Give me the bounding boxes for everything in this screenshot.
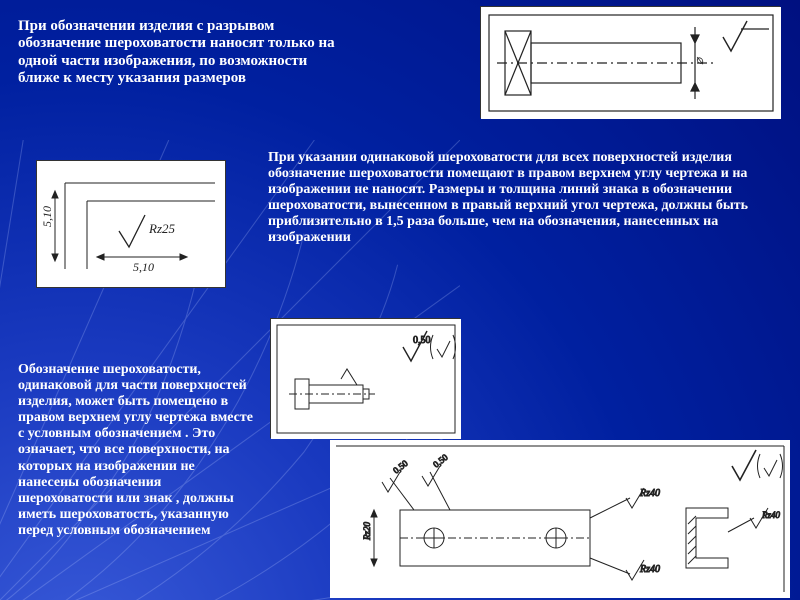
- paragraph-uniform-roughness: При указании одинаковой шероховатости дл…: [268, 150, 778, 247]
- figure-shaft-roughness-corner: 0,50: [270, 318, 460, 438]
- svg-text:Rz20: Rz20: [362, 522, 372, 542]
- fig1-dim-bottom: 5,10: [133, 260, 154, 274]
- figure-dimension-rz25: Rz25 5,10 5,10: [36, 160, 226, 288]
- svg-text:Rz40: Rz40: [761, 510, 781, 520]
- fig1-rz-label: Rz25: [148, 221, 176, 236]
- figure-plate-multi-roughness: 0,50 0,50 Rz40 Rz40 Rz20: [330, 440, 790, 598]
- fig1-dim-left: 5,10: [40, 206, 54, 227]
- figure-shaft-top: ⌀: [480, 6, 780, 118]
- paragraph-break-designation: При обозначении изделия с разрывом обозн…: [18, 18, 348, 87]
- svg-text:Rz40: Rz40: [639, 564, 660, 575]
- paragraph-partial-roughness: Обозначение шероховатости, одинаковой дл…: [18, 362, 256, 539]
- slide-root: При обозначении изделия с разрывом обозн…: [0, 0, 800, 600]
- svg-text:Rz40: Rz40: [639, 488, 660, 499]
- svg-text:0,50: 0,50: [413, 335, 431, 346]
